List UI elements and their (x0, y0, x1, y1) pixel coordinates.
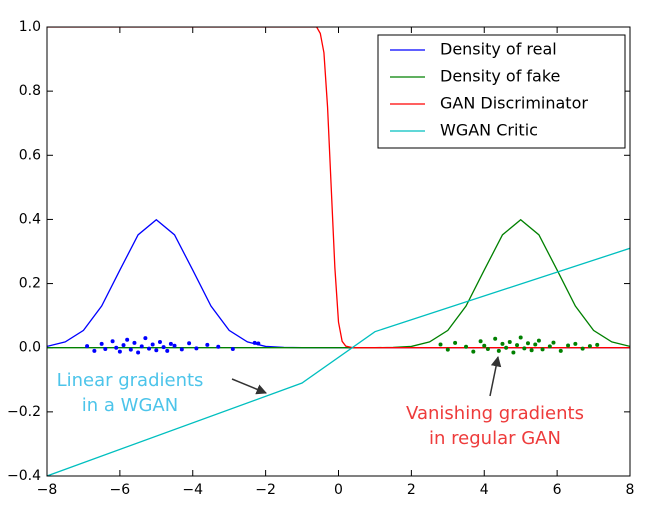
sample-point (92, 348, 97, 353)
sample-point (471, 349, 476, 354)
y-tick-label: 0.6 (19, 147, 41, 163)
annotation-text: Vanishing gradients (406, 403, 584, 424)
sample-point (157, 339, 162, 344)
x-tick-label: 6 (553, 482, 562, 498)
sample-point (187, 341, 192, 346)
sample-point (194, 346, 199, 351)
legend-label: GAN Discriminator (440, 94, 588, 113)
sample-point (438, 342, 443, 347)
sample-point (143, 336, 148, 341)
sample-point (525, 341, 530, 346)
annotation-text: in a WGAN (82, 395, 178, 416)
sample-point (121, 343, 126, 348)
annotation-arrow (489, 355, 502, 397)
sample-point (587, 344, 592, 349)
y-tick-label: 0.2 (19, 276, 41, 292)
sample-point (150, 342, 155, 347)
sample-point (161, 345, 166, 350)
sample-point (478, 339, 483, 344)
sample-point (504, 345, 509, 350)
annotation-text: Linear gradients (57, 370, 204, 391)
series-line (47, 218, 630, 349)
y-tick-label: 0.0 (19, 340, 41, 356)
sample-point (540, 347, 545, 352)
x-tick-label: 4 (480, 482, 489, 498)
sample-point (566, 343, 571, 348)
y-tick-label: 0.4 (19, 211, 41, 227)
legend-box (377, 34, 626, 149)
annotation-arrow (231, 378, 267, 395)
sample-point (536, 338, 541, 343)
sample-point (496, 348, 501, 353)
sample-point (99, 341, 104, 346)
y-tick-label: −0.2 (7, 404, 41, 420)
annotation-text: in regular GAN (429, 428, 561, 449)
sample-point (522, 346, 527, 351)
sample-point (595, 342, 600, 347)
sample-point (103, 346, 108, 351)
x-tick-label: 8 (626, 482, 635, 498)
sample-point (445, 347, 450, 352)
x-tick-label: 2 (407, 482, 416, 498)
sample-point (132, 340, 137, 345)
sample-point (500, 341, 505, 346)
legend-label: WGAN Critic (440, 121, 538, 140)
plot-area (47, 27, 630, 476)
sample-point (154, 348, 159, 353)
sample-point (147, 346, 152, 351)
sample-point (139, 344, 144, 349)
sample-point (230, 346, 235, 351)
sample-point (168, 341, 173, 346)
x-tick-label: −8 (37, 482, 58, 498)
y-tick-label: 0.8 (19, 83, 41, 99)
sample-point (464, 344, 469, 349)
x-tick-label: 0 (334, 482, 343, 498)
sample-point (125, 337, 130, 342)
sample-point (165, 348, 170, 353)
sample-point (117, 349, 122, 354)
sample-point (482, 343, 487, 348)
sample-point (573, 341, 578, 346)
sample-point (114, 345, 119, 350)
x-tick-label: −4 (182, 482, 203, 498)
sample-point (551, 340, 556, 345)
sample-point (110, 339, 115, 344)
series-line (47, 247, 630, 476)
sample-point (518, 335, 523, 340)
sample-point (507, 339, 512, 344)
sample-point (252, 340, 257, 345)
sample-point (515, 343, 520, 348)
series-line (47, 27, 630, 349)
sample-point (533, 342, 538, 347)
sample-point (128, 347, 133, 352)
sample-point (256, 341, 261, 346)
sample-point (85, 344, 90, 349)
plot-frame (46, 26, 631, 477)
sample-point (136, 350, 141, 355)
y-tick-label: 1.0 (19, 19, 41, 35)
y-tick-label: −0.4 (7, 468, 41, 484)
legend-label: Density of real (440, 40, 557, 59)
sample-point (205, 342, 210, 347)
sample-point (547, 344, 552, 349)
sample-point (216, 344, 221, 349)
sample-point (493, 336, 498, 341)
series-line (47, 218, 630, 349)
sample-point (511, 350, 516, 355)
sample-point (558, 348, 563, 353)
sample-point (179, 347, 184, 352)
sample-point (453, 340, 458, 345)
sample-point (172, 343, 177, 348)
sample-point (580, 346, 585, 351)
sample-point (485, 346, 490, 351)
x-tick-label: −6 (110, 482, 131, 498)
legend-label: Density of fake (440, 67, 560, 86)
x-tick-label: −2 (255, 482, 276, 498)
sample-point (529, 348, 534, 353)
